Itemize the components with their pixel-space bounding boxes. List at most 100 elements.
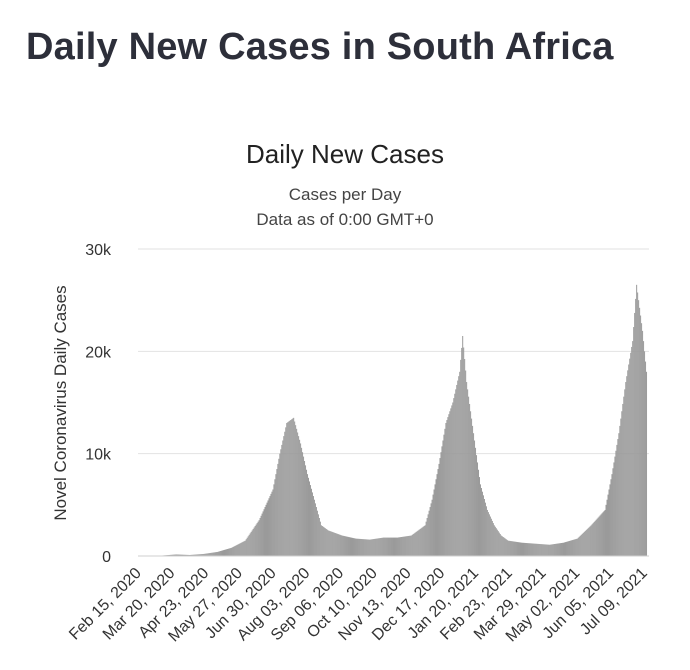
daily-bar bbox=[576, 538, 578, 556]
daily-bar bbox=[399, 537, 401, 556]
daily-bar bbox=[320, 525, 322, 556]
daily-bar bbox=[201, 554, 203, 556]
daily-bar bbox=[327, 530, 329, 556]
y-tick-label: 10k bbox=[85, 447, 112, 464]
daily-bar bbox=[355, 538, 357, 556]
daily-bar bbox=[643, 341, 645, 556]
daily-bar bbox=[619, 425, 621, 556]
daily-bar bbox=[469, 403, 471, 556]
daily-bar bbox=[348, 537, 350, 556]
daily-bar bbox=[205, 553, 207, 556]
daily-bar bbox=[529, 543, 531, 556]
daily-bar bbox=[202, 554, 204, 556]
daily-bar bbox=[194, 554, 196, 556]
daily-bar bbox=[404, 536, 406, 556]
daily-bar bbox=[184, 554, 186, 556]
daily-bar bbox=[558, 543, 560, 556]
daily-bar bbox=[338, 534, 340, 556]
daily-bar bbox=[639, 307, 641, 556]
daily-bar bbox=[317, 514, 319, 556]
daily-bar bbox=[617, 439, 619, 556]
daily-bar bbox=[606, 499, 608, 556]
daily-bar bbox=[330, 531, 332, 556]
daily-bar bbox=[358, 538, 360, 556]
daily-bar bbox=[277, 463, 279, 556]
daily-bar bbox=[337, 534, 339, 556]
daily-bar bbox=[519, 542, 521, 556]
daily-bar bbox=[190, 554, 192, 556]
daily-bar bbox=[351, 537, 353, 556]
daily-bar bbox=[169, 554, 171, 556]
daily-bar bbox=[628, 364, 630, 556]
daily-bar bbox=[285, 427, 287, 556]
daily-bar bbox=[530, 543, 532, 556]
daily-bar bbox=[501, 536, 503, 556]
daily-bar bbox=[450, 408, 452, 556]
daily-bar bbox=[238, 543, 240, 556]
daily-bar bbox=[534, 543, 536, 556]
daily-bar bbox=[237, 544, 239, 556]
daily-bar bbox=[510, 541, 512, 556]
daily-bar bbox=[384, 537, 386, 556]
daily-bar bbox=[517, 542, 519, 556]
daily-bar bbox=[521, 542, 523, 556]
daily-bar bbox=[463, 347, 465, 556]
daily-bar bbox=[270, 493, 272, 556]
daily-bar bbox=[421, 527, 423, 556]
daily-bar bbox=[536, 543, 538, 556]
daily-bar bbox=[489, 516, 491, 556]
daily-bar bbox=[528, 543, 530, 556]
daily-bar bbox=[432, 494, 434, 556]
daily-bar bbox=[295, 425, 297, 556]
daily-bar bbox=[387, 537, 389, 556]
daily-bar bbox=[297, 432, 299, 556]
daily-bar bbox=[484, 502, 486, 556]
daily-bar bbox=[408, 535, 410, 556]
daily-bar bbox=[570, 540, 572, 556]
daily-bar bbox=[400, 537, 402, 556]
daily-bar bbox=[446, 420, 448, 556]
daily-bar bbox=[241, 542, 243, 556]
daily-bar bbox=[322, 526, 324, 556]
daily-bar bbox=[192, 554, 194, 556]
daily-bar bbox=[255, 524, 257, 556]
daily-bar bbox=[506, 539, 508, 556]
daily-bar bbox=[282, 440, 284, 556]
y-tick-label: 30k bbox=[85, 242, 112, 259]
daily-bar bbox=[206, 553, 208, 556]
daily-bar bbox=[298, 436, 300, 556]
daily-bar bbox=[199, 554, 201, 556]
daily-bar bbox=[431, 499, 433, 556]
daily-bar bbox=[262, 511, 264, 556]
daily-bar bbox=[296, 428, 298, 556]
daily-bar bbox=[612, 468, 614, 556]
daily-bar bbox=[263, 509, 265, 556]
daily-bar bbox=[622, 403, 624, 556]
daily-bar bbox=[385, 537, 387, 556]
daily-bar bbox=[549, 544, 551, 556]
daily-bar bbox=[462, 335, 464, 556]
daily-bar bbox=[236, 544, 238, 556]
daily-bar bbox=[172, 554, 174, 556]
daily-bar bbox=[474, 440, 476, 556]
daily-bar bbox=[603, 511, 605, 556]
daily-bar bbox=[259, 517, 261, 556]
daily-bar bbox=[633, 327, 635, 556]
daily-bar bbox=[305, 465, 307, 556]
daily-bar bbox=[249, 533, 251, 556]
daily-bar bbox=[301, 447, 303, 556]
daily-bar bbox=[225, 549, 227, 556]
daily-bar bbox=[246, 537, 248, 556]
daily-bar bbox=[313, 499, 315, 556]
daily-bar bbox=[250, 531, 252, 556]
daily-bar bbox=[588, 527, 590, 556]
daily-bar bbox=[374, 538, 376, 556]
daily-bar bbox=[177, 554, 179, 556]
daily-bar bbox=[424, 525, 426, 556]
daily-bar bbox=[573, 539, 575, 556]
daily-bar bbox=[388, 537, 390, 556]
daily-bar bbox=[352, 537, 354, 556]
daily-bar bbox=[624, 389, 626, 556]
daily-bar bbox=[377, 538, 379, 556]
